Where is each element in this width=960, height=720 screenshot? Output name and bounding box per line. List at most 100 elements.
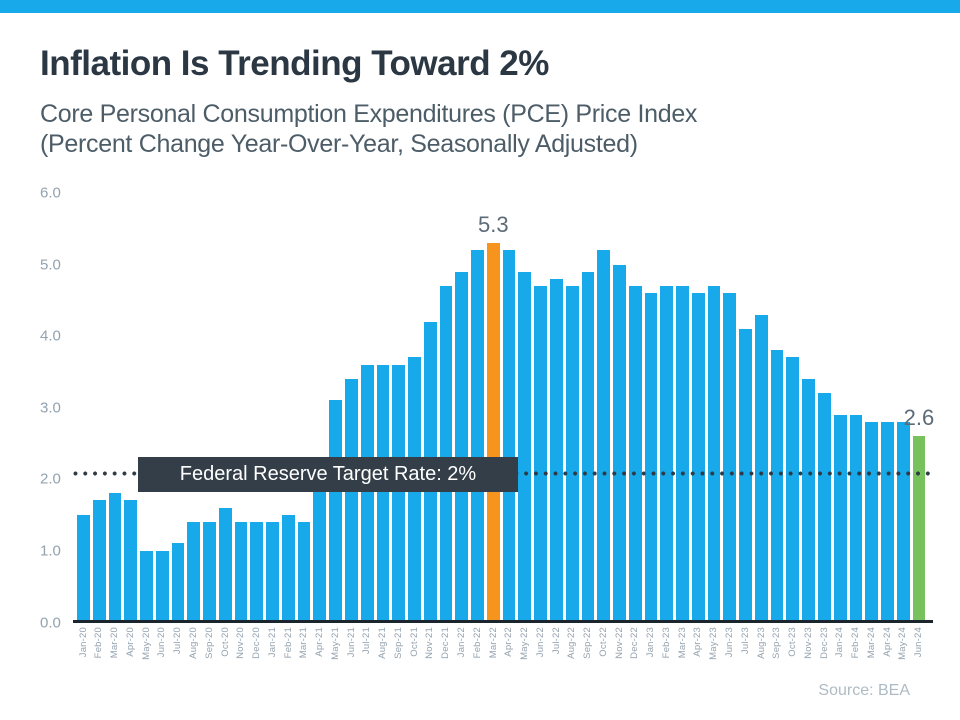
target-rate-label: Federal Reserve Target Rate: 2% (179, 463, 477, 485)
x-axis-tick-dec-23: Dec-23 (818, 627, 831, 672)
x-axis-tick-aug-21: Aug-21 (377, 627, 390, 672)
x-axis-tick-oct-23: Oct-23 (786, 627, 799, 672)
x-axis-tick-aug-20: Aug-20 (187, 627, 200, 672)
bar-jul-22 (549, 278, 563, 622)
x-axis-tick-label: Nov-23 (802, 627, 814, 659)
x-axis-tick-label: Jun-21 (345, 627, 357, 658)
x-axis-tick-mar-20: Mar-20 (109, 627, 122, 672)
x-axis-tick-mar-22: Mar-22 (487, 627, 500, 672)
bar-mar-22: 5.3 (478, 212, 509, 622)
bar-feb-20 (92, 500, 106, 622)
bar-dec-21 (439, 285, 453, 622)
x-axis-tick-nov-23: Nov-23 (802, 627, 815, 672)
x-axis-tick-apr-23: Apr-23 (692, 627, 705, 672)
bar-feb-22 (471, 250, 484, 622)
bar-value-label-mar-22: 5.3 (477, 212, 509, 238)
bar-oct-23 (786, 357, 800, 622)
x-axis-tick-label: Aug-20 (187, 627, 199, 659)
bar-sep-22 (581, 271, 595, 622)
x-axis-tick-label: Jul-21 (361, 627, 373, 655)
y-axis-tick-label: 1.0 (40, 542, 61, 560)
bar-jun-23 (723, 293, 737, 622)
x-axis-tick-label: Jun-23 (724, 627, 736, 658)
x-axis-tick-label: Mar-20 (109, 627, 121, 659)
bar-oct-22 (597, 250, 611, 622)
x-axis-tick-label: Jan-24 (834, 627, 846, 658)
plot-area: 5.3 2.6 (77, 193, 934, 622)
x-axis-tick-label: Jan-23 (645, 627, 657, 658)
x-axis-tick-apr-22: Apr-22 (503, 627, 516, 672)
source-label: Source: BEA (818, 682, 910, 699)
top-accent-strip (0, 0, 960, 13)
x-axis-tick-label: Dec-20 (251, 627, 263, 659)
x-axis-tick-label: Dec-23 (818, 627, 830, 659)
x-axis-tick-sep-21: Sep-21 (392, 627, 405, 672)
x-axis-tick-feb-21: Feb-21 (282, 627, 295, 672)
x-axis-tick-jun-20: Jun-20 (156, 627, 169, 672)
x-axis-tick-label: Jul-23 (739, 627, 751, 655)
x-axis-tick-jun-21: Jun-21 (345, 627, 358, 672)
x-axis-tick-feb-23: Feb-23 (660, 627, 673, 672)
x-axis-tick-label: Jun-22 (534, 627, 546, 658)
bar-jan-24 (833, 414, 847, 622)
x-axis-tick-nov-22: Nov-22 (613, 627, 626, 672)
subtitle-line-2: (Percent Change Year-Over-Year, Seasonal… (40, 130, 638, 158)
x-axis-tick-apr-20: Apr-20 (124, 627, 137, 672)
x-axis-tick-feb-24: Feb-24 (850, 627, 863, 672)
bar-value-label-jun-24: 2.6 (903, 405, 935, 431)
bar-jun-20 (155, 550, 169, 622)
bar-aug-22 (565, 285, 579, 622)
y-axis-tick-label: 2.0 (40, 470, 61, 488)
subtitle-line-1: Core Personal Consumption Expenditures (… (40, 100, 698, 128)
bar-jul-20 (171, 543, 185, 622)
bar-jun-22 (534, 285, 547, 622)
x-axis-tick-label: Apr-24 (881, 627, 893, 657)
bar-sep-20 (203, 521, 216, 622)
x-axis-tick-dec-22: Dec-22 (629, 627, 642, 672)
x-axis-tick-may-23: May-23 (708, 627, 721, 672)
bar-feb-21 (281, 514, 295, 622)
x-axis-tick-oct-21: Oct-21 (408, 627, 421, 672)
x-axis-tick-mar-23: Mar-23 (676, 627, 689, 672)
bar-oct-20 (218, 507, 232, 622)
x-axis-tick-label: May-20 (140, 627, 152, 660)
x-axis-tick-label: May-21 (329, 627, 341, 660)
bar-jan-23 (644, 293, 658, 622)
bar-jun-21 (345, 378, 358, 622)
bar-may-22 (518, 271, 532, 622)
bar-jan-20 (77, 514, 90, 622)
x-axis-tick-dec-20: Dec-20 (250, 627, 263, 672)
x-axis-tick-may-22: May-22 (518, 627, 531, 672)
bar-feb-23 (660, 285, 674, 622)
bar-may-24 (896, 421, 910, 622)
x-axis-tick-jun-22: Jun-22 (534, 627, 547, 672)
x-axis-tick-label: Feb-24 (850, 627, 862, 659)
x-axis-tick-label: Aug-22 (566, 627, 578, 659)
bar-dec-20 (250, 521, 264, 622)
bar-nov-22 (613, 264, 626, 622)
x-axis-tick-label: Sep-20 (203, 627, 215, 659)
x-axis-tick-oct-22: Oct-22 (597, 627, 610, 672)
x-axis-tick-label: Oct-22 (597, 627, 609, 657)
x-axis-tick-label: Jun-24 (913, 627, 925, 658)
bar-apr-24 (881, 421, 894, 622)
x-axis-tick-label: May-24 (897, 627, 909, 660)
x-axis-tick-label: Jan-21 (266, 627, 278, 658)
x-axis-tick-aug-22: Aug-22 (566, 627, 579, 672)
bar-aug-21 (376, 364, 390, 622)
bar-jun-24: 2.6 (904, 405, 934, 622)
x-axis-tick-label: Jul-22 (550, 627, 562, 655)
x-axis-tick-label: Jan-20 (77, 627, 89, 658)
x-axis-tick-jul-23: Jul-23 (739, 627, 752, 672)
x-axis-tick-apr-24: Apr-24 (881, 627, 894, 672)
x-axis-line (73, 620, 933, 623)
x-axis-tick-label: Nov-20 (235, 627, 247, 659)
x-axis-tick-jul-21: Jul-21 (361, 627, 374, 672)
x-axis-tick-label: Oct-21 (408, 627, 420, 657)
target-rate-label-box: Federal Reserve Target Rate: 2% (138, 457, 518, 492)
x-axis-tick-label: Oct-23 (787, 627, 799, 657)
y-axis-tick-label: 0.0 (40, 614, 61, 631)
bar-aug-23 (754, 314, 768, 622)
page-title: Inflation Is Trending Toward 2% (40, 44, 549, 83)
